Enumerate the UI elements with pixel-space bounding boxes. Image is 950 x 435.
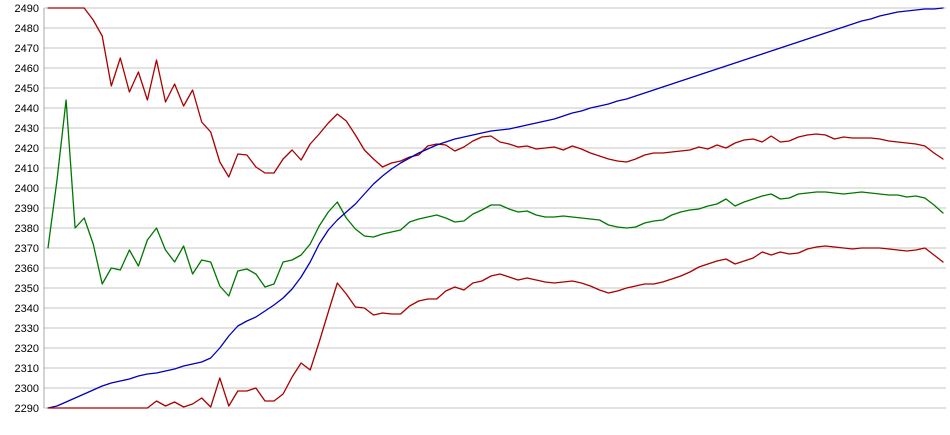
y-axis-tick-label: 2480 bbox=[15, 23, 39, 35]
y-axis-tick-label: 2350 bbox=[15, 283, 39, 295]
y-axis-tick-label: 2490 bbox=[15, 3, 39, 15]
y-axis-tick-label: 2400 bbox=[15, 183, 39, 195]
series-lower-red bbox=[47, 245, 944, 409]
series-green bbox=[47, 99, 944, 297]
y-axis-tick-label: 2470 bbox=[15, 43, 39, 55]
series-upper-red bbox=[47, 7, 944, 178]
y-axis-tick-label: 2440 bbox=[15, 103, 39, 115]
y-axis-tick-label: 2310 bbox=[15, 363, 39, 375]
y-axis-tick-label: 2420 bbox=[15, 143, 39, 155]
y-axis-tick-label: 2340 bbox=[15, 303, 39, 315]
y-axis-tick-label: 2410 bbox=[15, 163, 39, 175]
y-axis-tick-label: 2370 bbox=[15, 243, 39, 255]
y-axis-labels: 2490 2480 2470 2460 2450 2440 2430 2420 2410 2400… bbox=[15, 3, 39, 415]
y-axis-tick-label: 2320 bbox=[15, 343, 39, 355]
y-axis-tick-label: 2430 bbox=[15, 123, 39, 135]
gridlines bbox=[44, 7, 946, 409]
y-axis-tick-label: 2360 bbox=[15, 263, 39, 275]
y-axis-tick-label: 2380 bbox=[15, 223, 39, 235]
y-axis-tick-label: 2390 bbox=[15, 203, 39, 215]
y-axis-tick-label: 2330 bbox=[15, 323, 39, 335]
series-blue bbox=[47, 7, 944, 409]
y-axis-tick-label: 2290 bbox=[15, 403, 39, 415]
y-axis-tick-label: 2460 bbox=[15, 63, 39, 75]
y-axis-tick-label: 2300 bbox=[15, 383, 39, 395]
y-axis-tick-label: 2450 bbox=[15, 83, 39, 95]
